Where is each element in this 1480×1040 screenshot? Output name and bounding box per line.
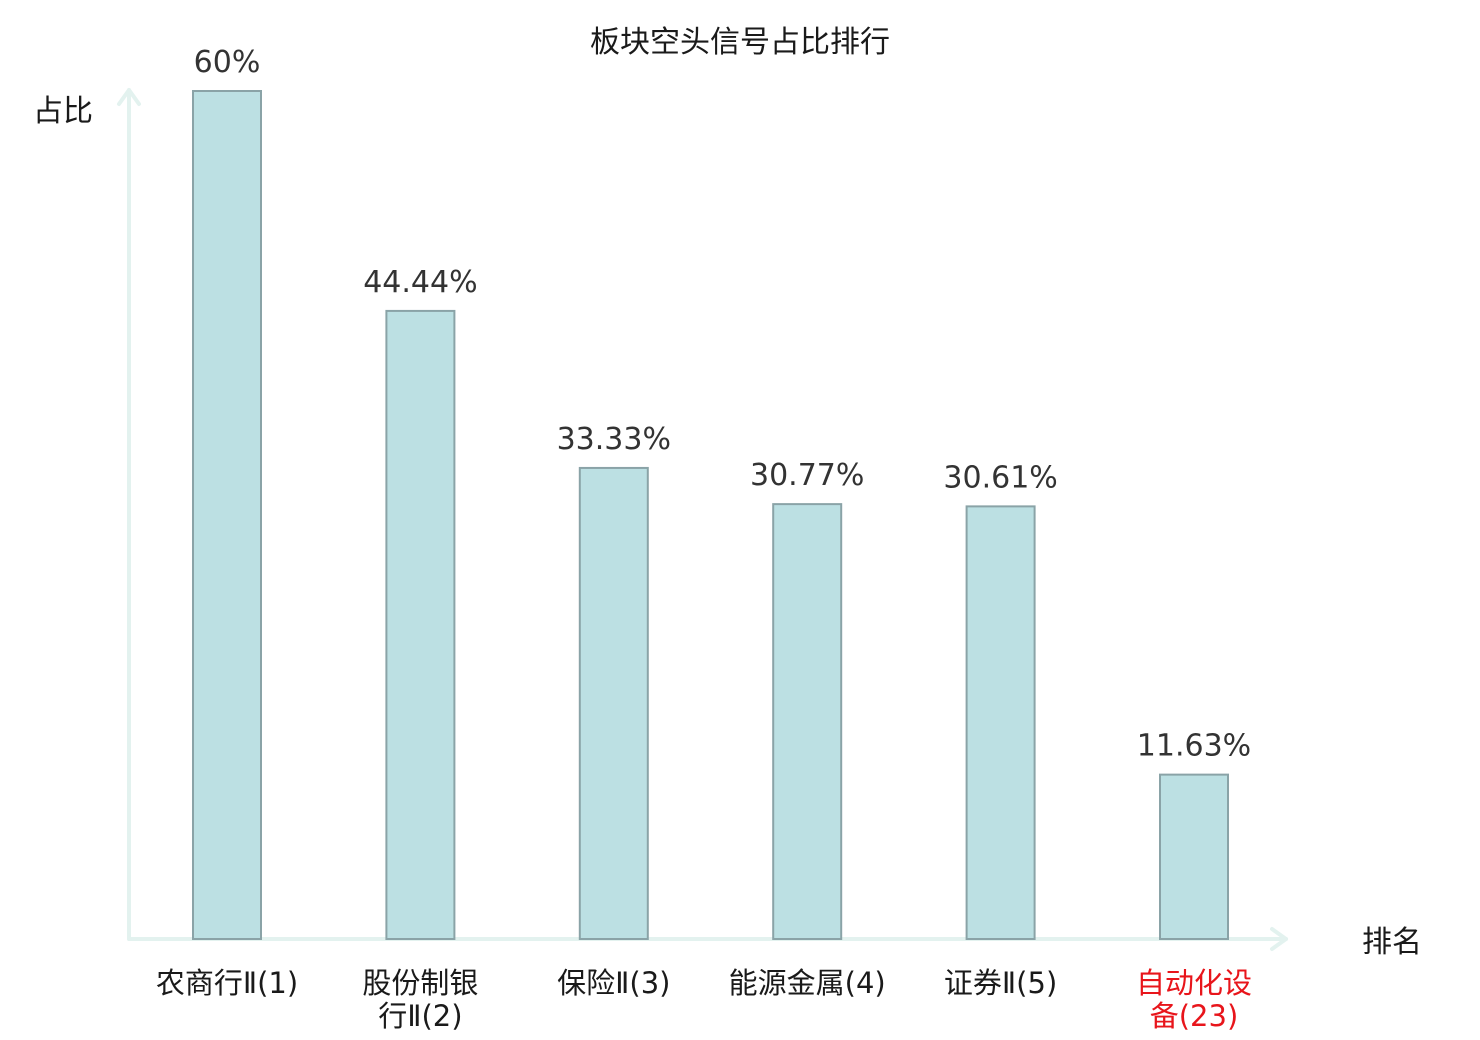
x-tick-label: 自动化设 bbox=[1136, 966, 1252, 1000]
bar bbox=[1159, 773, 1229, 940]
x-axis-label: 排名 bbox=[1362, 925, 1422, 960]
data-label: 30.61% bbox=[943, 460, 1057, 495]
bar bbox=[965, 505, 1036, 940]
data-label: 60% bbox=[194, 45, 261, 80]
data-label: 30.77% bbox=[750, 458, 864, 493]
x-tick-label: 股份制银 bbox=[362, 966, 478, 1000]
x-tick-label: 农商行Ⅱ(1) bbox=[156, 966, 298, 1000]
x-tick-label: 能源金属(4) bbox=[729, 966, 886, 1000]
chart-title: 板块空头信号占比排行 bbox=[590, 25, 890, 60]
x-tick-label: 备(23) bbox=[1150, 999, 1239, 1033]
x-tick-label: 行Ⅱ(2) bbox=[378, 999, 462, 1033]
x-tick-label: 证券Ⅱ(5) bbox=[944, 966, 1057, 1000]
y-axis-label: 占比 bbox=[33, 94, 93, 129]
x-axis-arrowhead bbox=[1270, 927, 1288, 951]
bar bbox=[385, 309, 456, 940]
bar bbox=[192, 90, 262, 940]
data-label: 33.33% bbox=[557, 422, 671, 457]
data-label: 44.44% bbox=[363, 265, 477, 300]
data-label: 11.63% bbox=[1137, 729, 1251, 764]
bar bbox=[578, 466, 649, 940]
x-tick-label: 保险Ⅱ(3) bbox=[557, 966, 670, 1000]
bar bbox=[772, 503, 843, 940]
